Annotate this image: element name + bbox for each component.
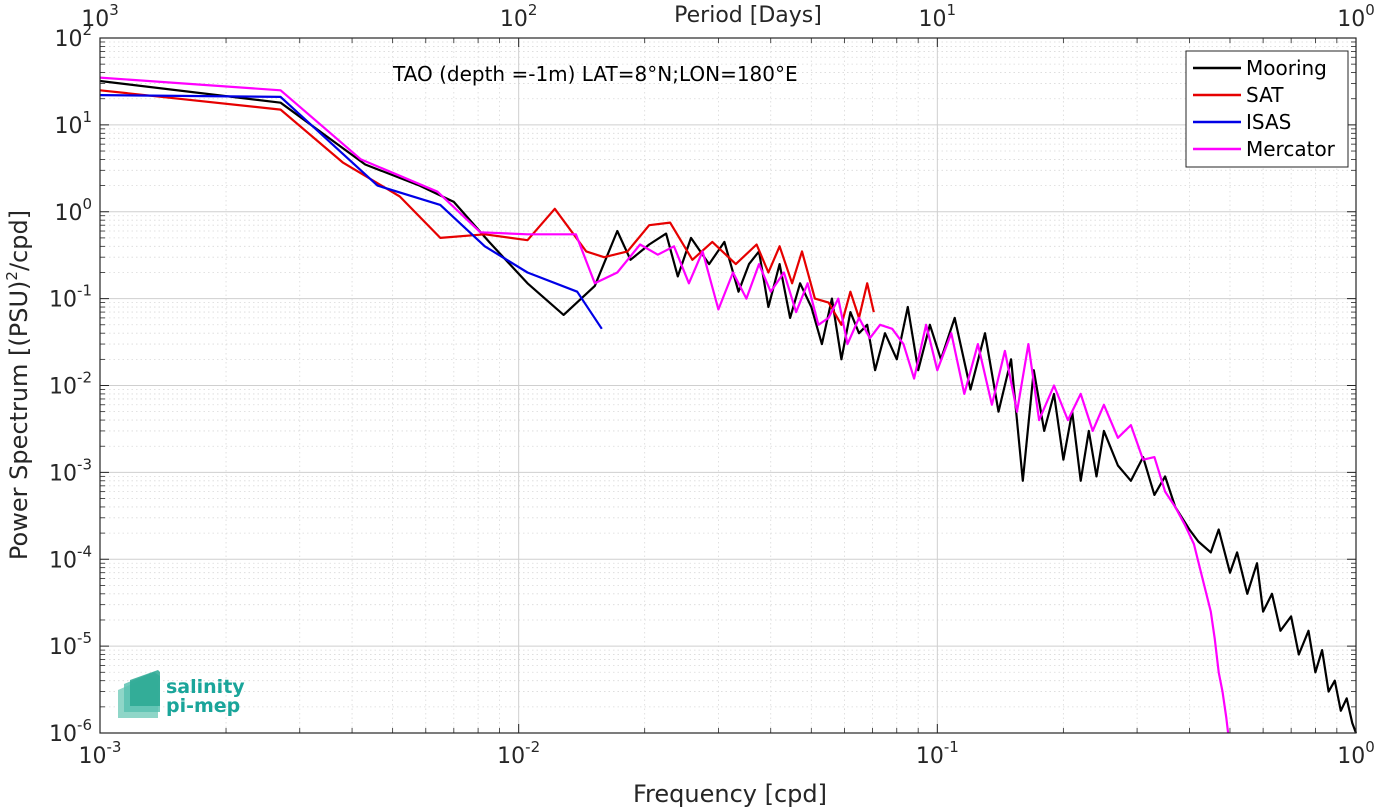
series-line-mercator — [99, 76, 1230, 734]
y-tick-label: 10-5 — [49, 629, 92, 660]
top-axis-label: Period [Days] — [674, 3, 822, 28]
top-tick-label: 101 — [919, 1, 957, 32]
x-axis-label: Frequency [cpd] — [633, 780, 827, 808]
x-tick-label: 100 — [1337, 738, 1375, 769]
top-tick-label: 103 — [81, 1, 119, 32]
legend-label-mooring: Mooring — [1246, 56, 1327, 80]
y-axis-label: Power Spectrum [(PSU)2/cpd] — [3, 210, 33, 560]
y-tick-label: 10-2 — [49, 369, 92, 400]
legend-label-sat: SAT — [1246, 83, 1284, 107]
y-axis-label-tail: /cpd] — [5, 210, 33, 271]
logo-wave-icon — [118, 670, 160, 718]
y-tick-label: 101 — [54, 108, 92, 139]
top-tick-label: 102 — [500, 1, 538, 32]
logo-text-salinity: salinity — [166, 676, 245, 698]
y-tick-label: 10-3 — [49, 455, 92, 486]
legend-box — [1185, 50, 1349, 168]
y-axis-label-main: Power Spectrum [(PSU) — [5, 281, 33, 560]
tick-labels: 10-3 10-2 10-1 100 102 101 100 10-1 10-2 10-3 10-4… — [49, 1, 1375, 769]
x-tick-label: 10-1 — [916, 738, 959, 769]
salinity-pi-mep-logo: salinity pi-mep — [118, 670, 245, 718]
top-tick-label: 100 — [1337, 1, 1375, 32]
axis-ticks — [99, 37, 1357, 734]
x-tick-label: 10-3 — [79, 738, 122, 769]
x-tick-label: 10-2 — [497, 738, 540, 769]
logo-text-pimep: pi-mep — [166, 695, 240, 717]
series-line-mooring — [99, 79, 1358, 734]
series-lines — [99, 76, 1358, 734]
y-tick-label: 10-1 — [49, 282, 92, 313]
y-tick-label: 100 — [54, 195, 92, 226]
y-tick-label: 10-4 — [49, 542, 92, 573]
legend-label-isas: ISAS — [1246, 110, 1291, 134]
y-tick-label: 102 — [54, 21, 92, 52]
station-annotation: TAO (depth =-1m) LAT=8°N;LON=180°E — [392, 62, 798, 86]
y-axis-label-exponent: 2 — [3, 271, 21, 281]
legend-label-mercator: Mercator — [1246, 137, 1336, 161]
y-tick-label: 10-6 — [49, 716, 92, 747]
legend: Mooring SAT ISAS Mercator — [1185, 50, 1349, 168]
series-line-isas — [99, 94, 603, 330]
